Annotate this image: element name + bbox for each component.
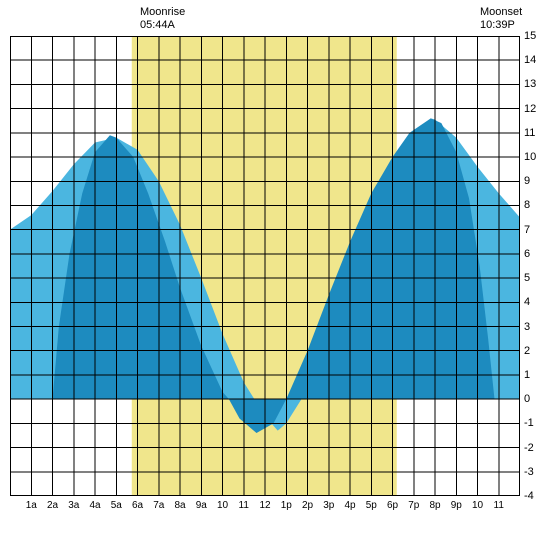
y-tick-label: 1 bbox=[524, 369, 530, 381]
moonset-label: Moonset 10:39P bbox=[480, 6, 522, 32]
y-tick-label: -2 bbox=[524, 442, 534, 454]
moonset-time: 10:39P bbox=[480, 19, 522, 32]
y-tick-label: 15 bbox=[524, 30, 536, 42]
x-tick-label: 3p bbox=[323, 500, 334, 511]
y-tick-label: 9 bbox=[524, 175, 530, 187]
y-tick-label: 0 bbox=[524, 393, 530, 405]
x-tick-label: 5a bbox=[111, 500, 122, 511]
x-tick-label: 3a bbox=[68, 500, 79, 511]
x-tick-label: 6p bbox=[387, 500, 398, 511]
x-tick-label: 9p bbox=[451, 500, 462, 511]
y-tick-label: 13 bbox=[524, 78, 536, 90]
y-tick-label: 11 bbox=[524, 127, 535, 139]
x-tick-label: 10 bbox=[472, 500, 483, 511]
y-tick-label: 14 bbox=[524, 54, 536, 66]
y-tick-label: 5 bbox=[524, 272, 530, 284]
tide-chart: Moonrise 05:44A Moonset 10:39P 151413121… bbox=[0, 0, 550, 550]
moonset-title: Moonset bbox=[480, 6, 522, 19]
y-tick-label: 3 bbox=[524, 321, 530, 333]
x-tick-label: 1p bbox=[281, 500, 292, 511]
x-tick-label: 1a bbox=[26, 500, 37, 511]
y-tick-label: 12 bbox=[524, 103, 536, 115]
x-tick-label: 5p bbox=[366, 500, 377, 511]
y-tick-label: 10 bbox=[524, 151, 536, 163]
x-tick-label: 2a bbox=[47, 500, 58, 511]
x-tick-label: 9a bbox=[196, 500, 207, 511]
moonrise-label: Moonrise 05:44A bbox=[140, 6, 185, 32]
x-tick-label: 4p bbox=[344, 500, 355, 511]
y-tick-label: 4 bbox=[524, 296, 530, 308]
x-axis-labels: 1a 2a 3a 4a 5a 6a 7a 8a 9a 10 11 12 1p 2p 3p 4p 5p 6p 7p 8p… bbox=[10, 500, 520, 520]
y-tick-label: 6 bbox=[524, 248, 530, 260]
y-tick-label: -1 bbox=[524, 417, 534, 429]
y-tick-label: 7 bbox=[524, 224, 530, 236]
x-tick-label: 6a bbox=[132, 500, 143, 511]
x-tick-label: 7a bbox=[153, 500, 164, 511]
x-tick-label: 10 bbox=[217, 500, 228, 511]
y-tick-label: -3 bbox=[524, 466, 534, 478]
x-tick-label: 2p bbox=[302, 500, 313, 511]
moonrise-time: 05:44A bbox=[140, 19, 185, 32]
x-tick-label: 7p bbox=[408, 500, 419, 511]
chart-svg bbox=[10, 36, 520, 496]
x-tick-label: 11 bbox=[239, 500, 249, 511]
y-tick-label: -4 bbox=[524, 490, 534, 502]
y-tick-label: 2 bbox=[524, 345, 530, 357]
y-axis-labels: 1514131211109876543210-1-2-3-4 bbox=[524, 36, 548, 496]
moonrise-title: Moonrise bbox=[140, 6, 185, 19]
x-tick-label: 8a bbox=[174, 500, 185, 511]
x-tick-label: 8p bbox=[429, 500, 440, 511]
y-tick-label: 8 bbox=[524, 199, 530, 211]
x-tick-label: 11 bbox=[494, 500, 504, 511]
x-tick-label: 12 bbox=[259, 500, 270, 511]
x-tick-label: 4a bbox=[89, 500, 100, 511]
header-labels: Moonrise 05:44A Moonset 10:39P bbox=[0, 6, 550, 36]
